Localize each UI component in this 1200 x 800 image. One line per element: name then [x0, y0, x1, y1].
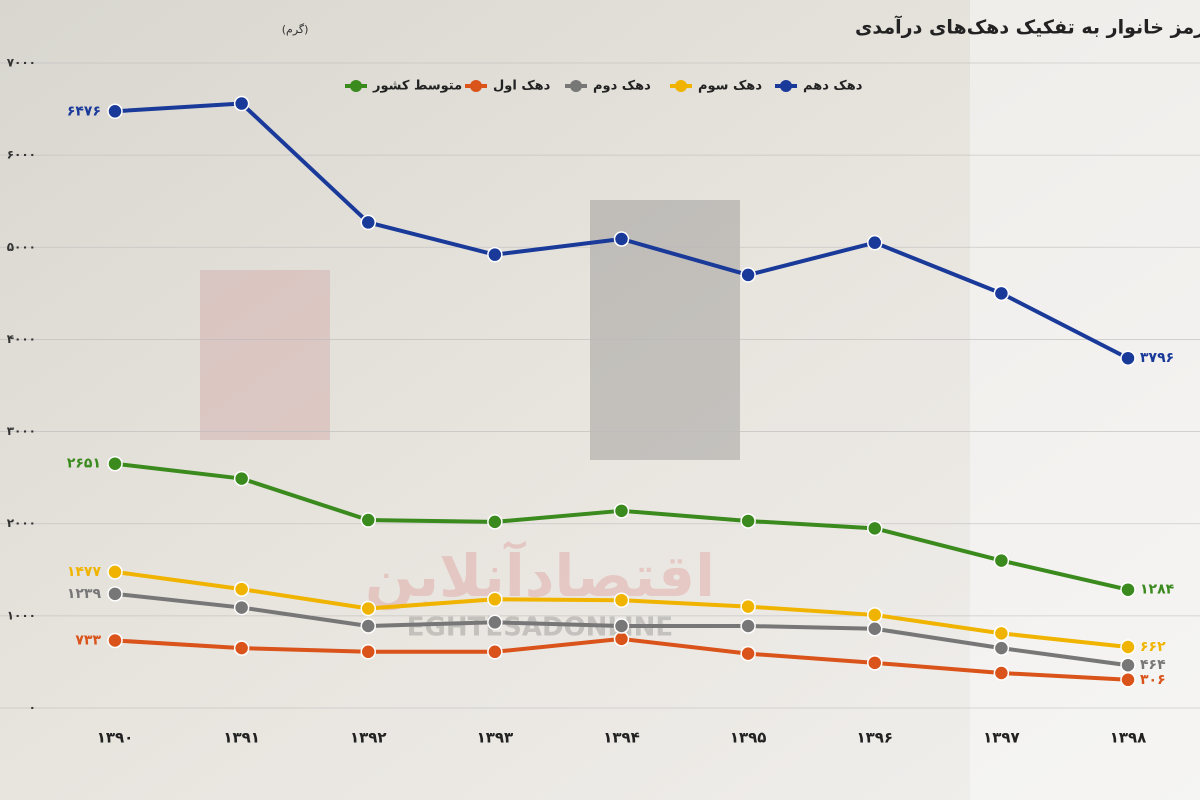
data-point	[993, 285, 1010, 302]
background-figure	[200, 270, 330, 440]
data-point	[993, 625, 1010, 642]
data-point	[360, 512, 376, 528]
data-point	[233, 599, 250, 616]
y-tick-label: ۰	[29, 701, 36, 715]
x-tick-label: ۱۳۹۲	[350, 729, 387, 747]
data-point	[613, 592, 630, 608]
data-label: ۱۴۷۷	[67, 564, 102, 580]
data-point	[613, 231, 630, 247]
data-point	[993, 552, 1010, 569]
data-point	[487, 591, 503, 608]
data-label: ۳۰۶	[1140, 672, 1166, 688]
background-figure	[590, 200, 740, 460]
data-label: ۶۶۲	[1140, 639, 1166, 655]
data-point	[1120, 350, 1136, 366]
data-point	[107, 564, 123, 580]
legend-label: دهک دهم	[803, 79, 863, 94]
data-point	[487, 614, 503, 631]
y-tick-label: ۶۰۰۰	[7, 148, 36, 162]
legend-label: دهک اول	[493, 79, 551, 94]
data-point	[867, 234, 883, 251]
x-tick-label: ۱۳۹۷	[983, 729, 1020, 747]
data-label: ۱۲۸۴	[1140, 582, 1175, 598]
legend-marker	[570, 80, 582, 92]
data-label: ۶۴۷۶	[67, 103, 101, 119]
data-point	[740, 598, 756, 615]
data-point	[740, 513, 756, 529]
y-tick-label: ۴۰۰۰	[7, 332, 36, 346]
data-point	[613, 503, 630, 519]
legend-label: دهک دوم	[593, 79, 651, 94]
data-point	[487, 514, 503, 530]
data-point	[1120, 657, 1136, 673]
x-tick-label: ۱۳۹۰	[97, 729, 134, 747]
data-point	[740, 618, 756, 634]
data-label: ۷۳۳	[75, 632, 101, 648]
data-label: ۳۷۹۶	[1140, 350, 1174, 366]
y-tick-label: ۷۰۰۰	[7, 56, 36, 70]
legend-marker	[675, 80, 687, 92]
x-tick-label: ۱۳۹۸	[1110, 729, 1147, 747]
x-tick-label: ۱۳۹۴	[603, 729, 640, 747]
data-point	[487, 644, 503, 660]
data-label: ۱۲۳۹	[67, 586, 102, 602]
x-tick-label: ۱۳۹۱	[223, 729, 260, 747]
data-point	[360, 618, 376, 634]
legend-marker	[780, 80, 792, 92]
background-shutter	[970, 0, 1200, 800]
y-tick-label: ۳۰۰۰	[7, 424, 36, 438]
data-point	[233, 95, 250, 112]
data-point	[993, 640, 1010, 656]
data-point	[107, 455, 123, 472]
legend-label: متوسط کشور	[372, 79, 462, 94]
data-point	[740, 267, 756, 283]
data-point	[233, 470, 250, 487]
data-point	[867, 520, 883, 537]
data-point	[487, 246, 503, 263]
data-label: ۲۶۵۱	[67, 456, 101, 472]
data-point	[233, 581, 250, 597]
chart-unit: (گرم)	[282, 23, 309, 36]
data-point	[360, 600, 376, 617]
data-point	[613, 618, 630, 634]
data-point	[1120, 581, 1136, 598]
data-point	[993, 665, 1010, 681]
data-point	[1120, 672, 1136, 688]
legend-marker	[350, 80, 362, 92]
data-point	[740, 645, 756, 662]
data-point	[867, 607, 883, 623]
y-tick-label: ۱۰۰۰	[7, 608, 36, 622]
data-point	[1120, 639, 1136, 655]
data-point	[613, 631, 630, 647]
x-tick-label: ۱۳۹۵	[730, 729, 767, 747]
y-tick-label: ۵۰۰۰	[7, 240, 36, 254]
data-label: ۴۶۴	[1140, 657, 1166, 673]
data-point	[867, 621, 883, 637]
legend-label: دهک سوم	[698, 79, 762, 94]
y-tick-label: ۲۰۰۰	[7, 516, 36, 530]
data-point	[360, 214, 376, 231]
chart-title: مصرف ماهانه گوشت قرمز خانوار به تفکیک ده…	[855, 15, 1200, 39]
data-point	[360, 644, 376, 660]
data-point	[867, 655, 883, 671]
x-tick-label: ۱۳۹۶	[856, 729, 893, 747]
data-point	[107, 103, 123, 120]
data-point	[107, 586, 123, 602]
x-tick-label: ۱۳۹۳	[477, 729, 514, 747]
data-point	[233, 640, 250, 656]
legend-marker	[470, 80, 482, 92]
data-point	[107, 632, 123, 649]
